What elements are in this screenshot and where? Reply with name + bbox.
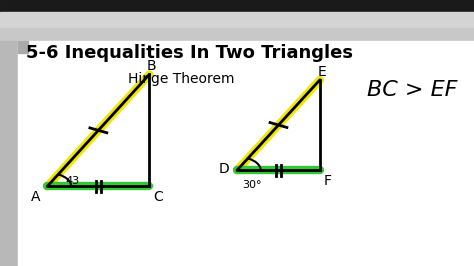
Text: E: E [318,65,326,79]
Text: C: C [153,190,163,204]
Bar [0,0,474,12]
Text: BC > EF: BC > EF [367,80,458,100]
Text: 43: 43 [65,176,80,186]
Text: 30°: 30° [242,180,261,190]
Bar [0,41,18,266]
Bar [0,28,474,41]
Text: D: D [219,162,230,176]
Text: B: B [147,60,156,73]
Text: Hinge Theorem: Hinge Theorem [128,72,235,86]
Bar [18,41,28,53]
Text: F: F [324,174,332,188]
Bar [0,12,474,28]
Text: A: A [31,190,40,204]
Text: 5-6 Inequalities In Two Triangles: 5-6 Inequalities In Two Triangles [26,44,353,62]
Bar [18,41,474,266]
